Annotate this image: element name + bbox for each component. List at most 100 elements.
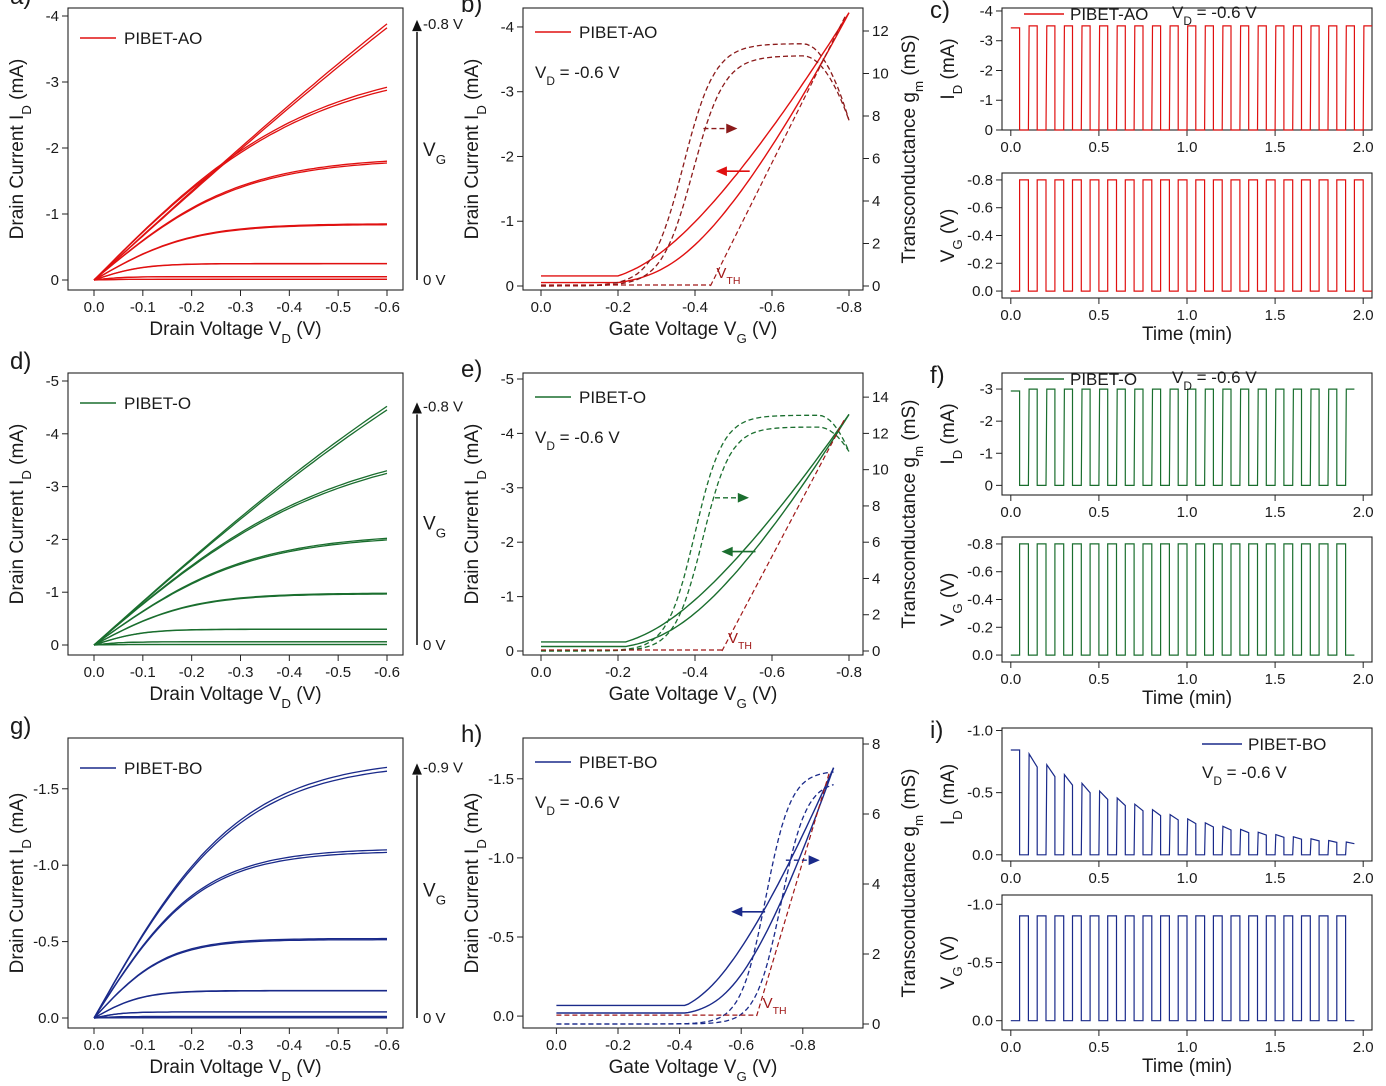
x-tick-label: 2.0 (1353, 671, 1374, 688)
y2-tick-label-part: 2 (872, 946, 880, 963)
panel-h: 0.0 -0.2 -0.4 -0.6 -0.8 0.0 -0.5 -1.0 -1.5 0 2 4 6 8 V… (461, 721, 926, 1084)
x-tick-label: 0.5 (1088, 1039, 1109, 1056)
vg-bottom-label-part: 0 V (423, 637, 446, 654)
y-tick-label-part: 0.0 (972, 283, 993, 300)
x-tick-label-part: 1.0 (1177, 139, 1198, 156)
x-tick-label-part: -0.8 (836, 299, 862, 316)
panel-d: 0.0 -0.1 -0.2 -0.3 -0.4 -0.5 -0.6 0 -1 -2 -3 -4 -5 PI… (7, 348, 463, 711)
panel-i: 0.0 0.5 1.0 1.5 2.0 0.0 -0.5 -1.0 0.0 0.5 1.0 1.5 2.… (930, 717, 1374, 1077)
x-axis-label: Drain Voltage VD (V) (149, 319, 321, 346)
panel-letter-part: f) (930, 362, 945, 389)
y2-tick-label: 2 (872, 236, 880, 253)
y-tick-label: -1 (501, 589, 514, 606)
vd-note-part: = -0.6 V (555, 793, 620, 812)
y-tick-label-part: -1 (501, 589, 514, 606)
x-axis-label: Drain Voltage VD (V) (149, 1057, 321, 1084)
x-axis-label: Time (min) (1142, 324, 1232, 345)
output-curve-reverse (93, 278, 387, 281)
x-tick-label-part: -0.2 (605, 1037, 631, 1054)
y-tick-label-part: -2 (46, 531, 59, 548)
y-tick-label: 0.0 (972, 847, 993, 864)
y-tick-label: 0 (506, 643, 514, 660)
x-tick-label-part: 2.0 (1353, 139, 1374, 156)
x-tick-label: 2.0 (1353, 504, 1374, 521)
output-curve-reverse (93, 409, 388, 646)
vd-note-part: V (1172, 368, 1184, 387)
x-tick-label-part: 2.0 (1353, 307, 1374, 324)
vth-label-part: TH (738, 640, 752, 652)
output-curve-reverse (93, 628, 387, 646)
output-curve-forward (93, 223, 387, 281)
y2-tick-label-part: 0 (872, 1016, 880, 1033)
legend-label-part: PIBET-O (579, 388, 646, 407)
y2-tick-label-part: 10 (872, 462, 889, 479)
y2-axis-label-part: m (911, 446, 926, 457)
y-tick-label-part: 0.0 (972, 847, 993, 864)
x-tick-label-part: -0.3 (228, 664, 254, 681)
x-axis-label: Gate Voltage VG (V) (609, 684, 778, 711)
x-tick-label: 1.5 (1265, 139, 1286, 156)
y2-tick-label-part: 2 (872, 607, 880, 624)
x-tick-label: 1.5 (1265, 870, 1286, 887)
x-tick-label-part: 0.0 (531, 299, 552, 316)
x-tick-label-part: -0.2 (179, 1037, 205, 1054)
y2-axis-label-part: (mS) (899, 35, 920, 81)
legend-label-part: PIBET-AO (579, 23, 657, 42)
vg-top-label-part: -0.8 V (423, 398, 463, 415)
x-axis-label-part: (V) (747, 319, 778, 340)
y2-tick-label-part: 6 (872, 534, 880, 551)
vth-label: VTH (716, 265, 740, 287)
id-curve-reverse (541, 12, 850, 284)
y-tick-label-part: -1 (980, 92, 993, 109)
panel-g: 0.0 -0.1 -0.2 -0.3 -0.4 -0.5 -0.6 0.0 -0.5 -1.0 -1… (7, 713, 463, 1084)
x-tick-label: 1.0 (1177, 139, 1198, 156)
x-axis-label: Time (min) (1142, 688, 1232, 709)
y-tick-label-part: -0.2 (967, 255, 993, 272)
x-tick-label: 0.5 (1088, 139, 1109, 156)
y-tick-label-part: -4 (980, 3, 993, 20)
x-tick-label-part: 0.0 (84, 664, 105, 681)
x-tick-label: -0.6 (728, 1037, 754, 1054)
x-tick-label: -0.2 (605, 1037, 631, 1054)
y-tick-label: -4 (501, 19, 514, 36)
plot-frame (67, 737, 404, 1029)
bottom-y-axis-label-part: V (938, 613, 959, 626)
y-tick-label: -0.8 (967, 536, 993, 553)
y-tick-label-part: -1.5 (488, 771, 514, 788)
bottom-y-axis-label-part: (V) (938, 573, 959, 604)
y2-tick-label-part: 4 (872, 193, 880, 210)
y2-tick-label: 4 (872, 570, 880, 587)
arrow-head (731, 906, 743, 917)
x-tick-label: 0.0 (531, 664, 552, 681)
legend-label-part: PIBET-AO (124, 29, 202, 48)
legend-label-part: PIBET-BO (1248, 735, 1326, 754)
vth-label-part: V (728, 630, 738, 647)
output-curve-forward (93, 937, 387, 1019)
x-tick-label-part: 0.5 (1088, 504, 1109, 521)
arrow-head (715, 166, 727, 177)
vg-top-label-part: -0.8 V (423, 16, 463, 33)
top-y-axis-label-part: D (950, 450, 965, 460)
y-tick-label: 0.0 (972, 647, 993, 664)
y2-tick-label-part: 6 (872, 806, 880, 823)
y-tick-label-part: 0.0 (493, 1008, 514, 1025)
x-axis-label-part: Time (min) (1142, 688, 1232, 709)
y-tick-label-part: -3 (501, 84, 514, 101)
y-tick-label-part: -3 (46, 74, 59, 91)
y-tick-label-part: 0.0 (972, 1013, 993, 1030)
y-tick-label-part: -4 (501, 425, 514, 442)
vg-bottom-label-part: 0 V (423, 272, 446, 289)
bottom-y-axis-label-part: G (950, 966, 965, 976)
x-tick-label-part: 1.0 (1177, 870, 1198, 887)
y-axis-label-part: Drain Current I (462, 480, 483, 605)
x-tick-label-part: -0.2 (179, 664, 205, 681)
y-tick-label: -0.4 (967, 228, 993, 245)
vd-note-part: D (546, 74, 555, 88)
vth-extrapolation (709, 16, 846, 287)
y-tick-label: -4 (46, 426, 59, 443)
x-tick-label: -0.4 (667, 1037, 693, 1054)
legend-label: PIBET-BO (124, 759, 202, 778)
y-axis-label-part: (mA) (7, 793, 28, 839)
bottom-y-axis-label-part: (V) (938, 209, 959, 240)
id-curve-forward (541, 413, 850, 643)
